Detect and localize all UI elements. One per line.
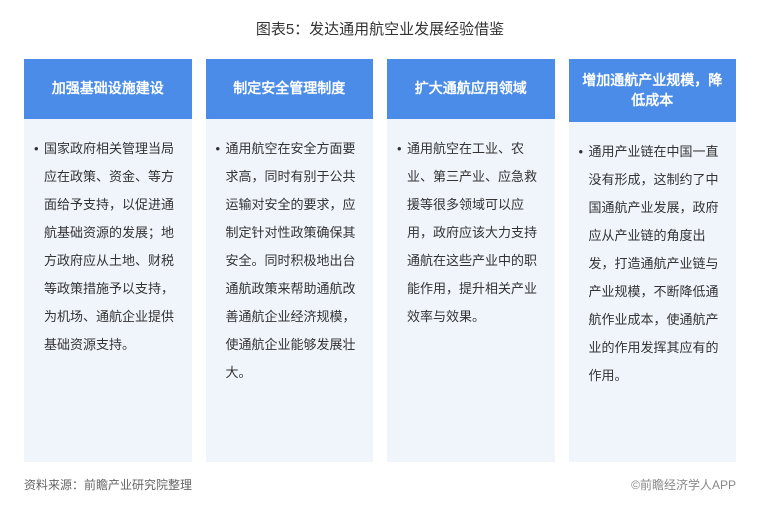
card-text: 通用航空在安全方面要求高，同时有别于公共运输对安全的要求，应制定针对性政策确保其… xyxy=(216,135,364,386)
card-header: 增加通航产业规模，降低成本 xyxy=(569,59,737,122)
card-body: 通用产业链在中国一直没有形成，这制约了中国通航产业发展，政府应从产业链的角度出发… xyxy=(569,122,737,462)
card-safety: 制定安全管理制度 通用航空在安全方面要求高，同时有别于公共运输对安全的要求，应制… xyxy=(206,59,374,462)
card-header: 扩大通航应用领域 xyxy=(387,59,555,119)
source-text: 资料来源：前瞻产业研究院整理 xyxy=(24,476,192,493)
card-body: 国家政府相关管理当局应在政策、资金、等方面给予支持，以促进通航基础资源的发展；地… xyxy=(24,119,192,462)
cards-container: 加强基础设施建设 国家政府相关管理当局应在政策、资金、等方面给予支持，以促进通航… xyxy=(24,59,736,462)
card-body: 通用航空在工业、农业、第三产业、应急救援等很多领域可以应用，政府应该大力支持通航… xyxy=(387,119,555,462)
chart-title: 图表5：发达通用航空业发展经验借鉴 xyxy=(24,18,736,39)
card-text: 通用航空在工业、农业、第三产业、应急救援等很多领域可以应用，政府应该大力支持通航… xyxy=(397,135,545,331)
card-application: 扩大通航应用领域 通用航空在工业、农业、第三产业、应急救援等很多领域可以应用，政… xyxy=(387,59,555,462)
card-header: 制定安全管理制度 xyxy=(206,59,374,119)
footer: 资料来源：前瞻产业研究院整理 ©前瞻经济学人APP xyxy=(24,476,736,493)
card-header: 加强基础设施建设 xyxy=(24,59,192,119)
card-text: 通用产业链在中国一直没有形成，这制约了中国通航产业发展，政府应从产业链的角度出发… xyxy=(579,138,727,389)
card-body: 通用航空在安全方面要求高，同时有别于公共运输对安全的要求，应制定针对性政策确保其… xyxy=(206,119,374,462)
card-infrastructure: 加强基础设施建设 国家政府相关管理当局应在政策、资金、等方面给予支持，以促进通航… xyxy=(24,59,192,462)
card-text: 国家政府相关管理当局应在政策、资金、等方面给予支持，以促进通航基础资源的发展；地… xyxy=(34,135,182,359)
copyright-text: ©前瞻经济学人APP xyxy=(631,476,736,493)
card-scale: 增加通航产业规模，降低成本 通用产业链在中国一直没有形成，这制约了中国通航产业发… xyxy=(569,59,737,462)
